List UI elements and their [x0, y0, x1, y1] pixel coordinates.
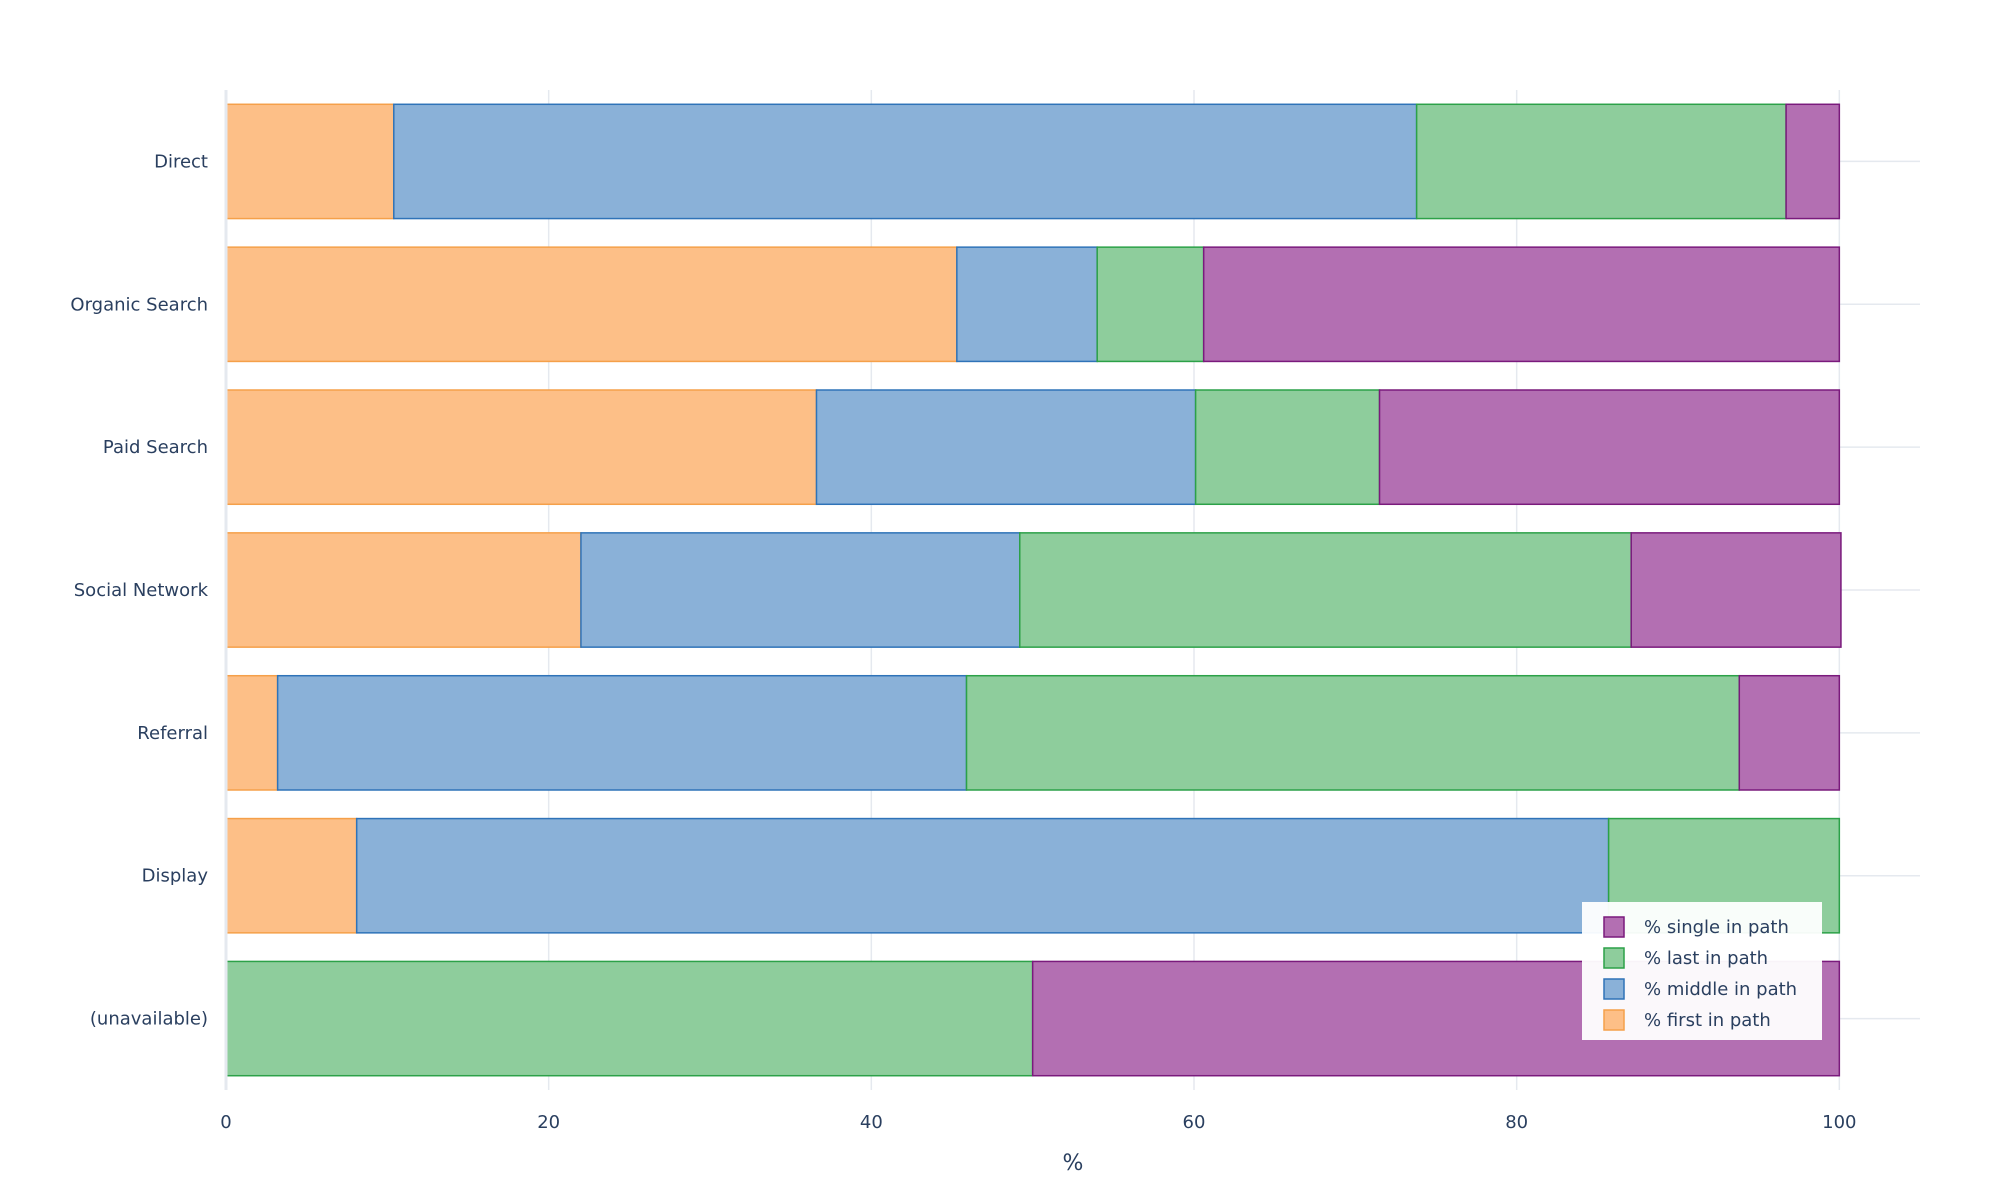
x-tick-label: 60	[1183, 1112, 1206, 1133]
bar-social-network-last-in-path[interactable]	[1019, 532, 1632, 648]
bar-social-network-middle-in-path[interactable]	[580, 532, 1021, 648]
bar-paid-search-last-in-path[interactable]	[1194, 389, 1381, 506]
bar-display-middle-in-path[interactable]	[355, 817, 1610, 934]
legend-swatch-last-in-path[interactable]	[1603, 947, 1625, 969]
bar-referral-middle-in-path[interactable]	[276, 674, 968, 791]
y-tick-label: Referral	[137, 723, 208, 744]
y-tick-label: Social Network	[74, 580, 209, 601]
bar-referral-first-in-path[interactable]	[225, 674, 279, 791]
y-tick-label: Organic Search	[70, 294, 208, 315]
bar-referral-last-in-path[interactable]	[965, 674, 1741, 791]
bar-referral-single-in-path[interactable]	[1738, 674, 1841, 791]
x-tick-label: 80	[1505, 1112, 1528, 1133]
bar-paid-search-middle-in-path[interactable]	[815, 389, 1197, 506]
bar-paid-search-single-in-path[interactable]	[1378, 389, 1841, 506]
bar-organic-search-middle-in-path[interactable]	[956, 246, 1098, 363]
bar-unavailable-last-in-path[interactable]	[225, 960, 1034, 1077]
legend-item-middle-in-path[interactable]: % middle in path	[1644, 979, 1797, 1000]
y-tick-label: (unavailable)	[90, 1009, 208, 1030]
legend[interactable]: % single in path % last in path % middle i…	[1582, 902, 1822, 1040]
x-tick-label: 40	[860, 1112, 883, 1133]
bar-direct-single-in-path[interactable]	[1785, 103, 1841, 220]
x-tick-label: 20	[537, 1112, 560, 1133]
x-axis-title: %	[1063, 1151, 1084, 1176]
bar-social-network-single-in-path[interactable]	[1630, 532, 1842, 648]
bar-direct-middle-in-path[interactable]	[393, 103, 1418, 220]
legend-swatch-single-in-path[interactable]	[1603, 916, 1625, 938]
bar-direct-first-in-path[interactable]	[225, 103, 395, 220]
legend-swatch-middle-in-path[interactable]	[1603, 978, 1625, 1000]
legend-swatch-first-in-path[interactable]	[1603, 1009, 1625, 1031]
y-tick-label: Paid Search	[103, 437, 208, 458]
x-tick-label: 100	[1822, 1112, 1856, 1133]
bar-social-network-first-in-path[interactable]	[225, 532, 582, 648]
bars	[225, 103, 1842, 1077]
bar-organic-search-last-in-path[interactable]	[1096, 246, 1205, 363]
bar-organic-search-first-in-path[interactable]	[225, 246, 958, 363]
legend-item-last-in-path[interactable]: % last in path	[1644, 948, 1768, 969]
x-axis: 0 20 40 60 80 100	[220, 1112, 1856, 1133]
y-axis: Direct Organic Search Paid Search Social Ne…	[70, 90, 228, 1090]
bar-display-first-in-path[interactable]	[225, 817, 358, 934]
legend-item-single-in-path[interactable]: % single in path	[1644, 917, 1789, 938]
y-tick-label: Direct	[154, 151, 208, 172]
x-tick-label: 0	[220, 1112, 231, 1133]
bar-organic-search-single-in-path[interactable]	[1202, 246, 1841, 363]
legend-item-first-in-path[interactable]: % first in path	[1644, 1010, 1771, 1031]
bar-paid-search-first-in-path[interactable]	[225, 389, 818, 506]
y-tick-label: Display	[142, 866, 209, 887]
bar-direct-last-in-path[interactable]	[1415, 103, 1787, 220]
